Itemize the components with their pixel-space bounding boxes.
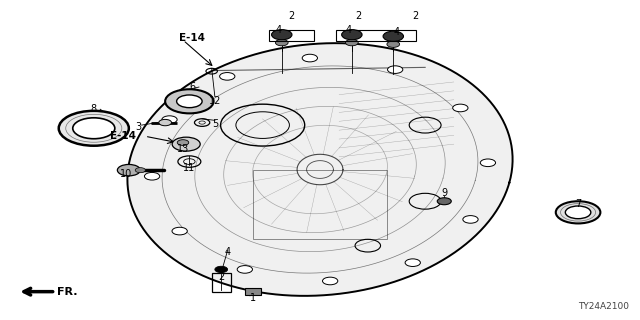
Text: 12: 12 [209,96,221,106]
Circle shape [172,227,188,235]
Text: 5: 5 [212,118,218,129]
Text: 10: 10 [120,169,132,179]
Circle shape [323,277,338,285]
Circle shape [388,66,403,73]
Circle shape [135,168,145,173]
Text: 11: 11 [183,163,195,173]
Bar [336,30,415,41]
Circle shape [159,119,172,126]
Circle shape [405,259,420,267]
Text: 4: 4 [225,247,230,257]
Text: 2: 2 [412,11,419,21]
Circle shape [565,206,591,219]
Circle shape [165,89,214,113]
Text: 8: 8 [91,104,97,114]
Text: 4: 4 [394,27,399,36]
Text: 6: 6 [189,82,196,92]
Circle shape [145,172,160,180]
Bar [253,170,387,239]
Circle shape [220,73,235,80]
Circle shape [302,54,317,62]
Bar [269,30,314,41]
Circle shape [271,30,292,40]
Circle shape [73,118,115,139]
Circle shape [237,266,252,273]
Circle shape [162,116,177,124]
Text: 4: 4 [275,25,282,35]
Text: 1: 1 [250,293,256,303]
Text: E-14: E-14 [109,131,136,141]
Bar [212,273,231,292]
Text: 2: 2 [288,11,294,21]
Text: E-14: E-14 [179,33,205,43]
Bar [245,288,261,295]
Circle shape [177,140,189,145]
Circle shape [215,266,228,273]
Text: 2: 2 [355,11,362,21]
Circle shape [556,201,600,223]
Circle shape [59,111,129,146]
Circle shape [346,39,358,46]
Text: FR.: FR. [58,287,78,297]
Polygon shape [127,43,513,296]
Text: 9: 9 [441,188,447,198]
Text: 4: 4 [346,25,352,35]
Circle shape [172,137,200,151]
Text: 3: 3 [135,122,141,132]
Circle shape [463,216,478,223]
Text: 13: 13 [177,144,189,154]
Circle shape [275,39,288,46]
Circle shape [480,159,495,167]
Text: 7: 7 [575,199,581,209]
Circle shape [437,198,451,205]
Circle shape [387,41,399,47]
Circle shape [452,104,468,112]
Circle shape [177,95,202,108]
Circle shape [342,30,362,40]
Circle shape [117,164,140,176]
Text: TY24A2100: TY24A2100 [578,302,629,311]
Circle shape [383,31,403,41]
Text: 2: 2 [218,272,225,282]
